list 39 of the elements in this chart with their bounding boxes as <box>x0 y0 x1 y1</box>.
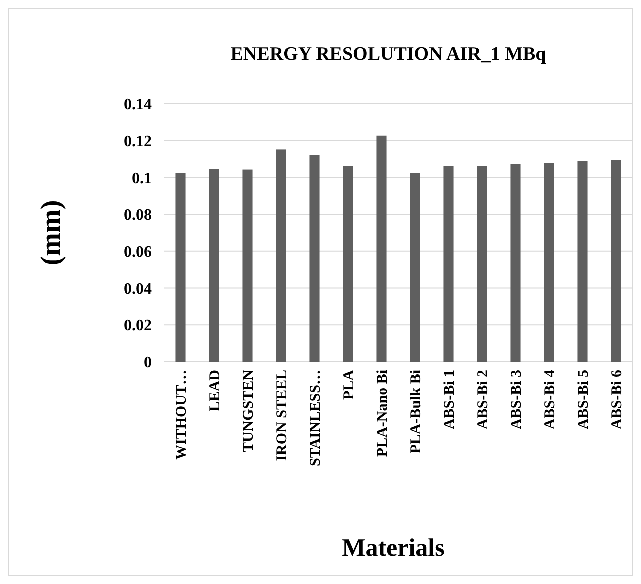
bar <box>444 166 454 362</box>
x-tick-label: ABS-Bi 4 <box>542 370 558 430</box>
x-tick-label: PLA-Bulk Bi <box>408 370 424 454</box>
bar <box>611 160 622 362</box>
bar <box>242 170 253 362</box>
y-tick-label: 0.1 <box>132 170 152 188</box>
bar <box>276 150 286 362</box>
y-tick-label: 0.14 <box>124 96 152 114</box>
bar <box>176 173 186 362</box>
x-tick-label: STAINLESS… <box>308 370 324 466</box>
bar <box>310 155 320 362</box>
y-tick-label: 0.06 <box>124 244 152 262</box>
bar <box>209 169 220 362</box>
bar <box>376 136 387 362</box>
x-tick-label: ABS-Bi 6 <box>609 370 626 430</box>
x-tick-label: LEAD <box>207 370 224 412</box>
x-tick-label: PLA <box>341 370 358 400</box>
x-tick-label: WITHOUT… <box>174 370 190 460</box>
chart-title: ENERGY RESOLUTION AIR_1 MBq <box>230 44 547 65</box>
y-tick-label: 0.08 <box>124 207 152 224</box>
x-tick-label: ABS-Bi 2 <box>475 370 492 430</box>
bar <box>477 166 488 362</box>
x-tick-label: ABS-Bi 1 <box>442 370 458 430</box>
x-tick-label: TUNGSTEN <box>240 370 257 453</box>
y-tick-label: 0.12 <box>124 133 152 150</box>
bar <box>544 163 554 362</box>
bar <box>343 166 354 362</box>
x-tick-label: ABS-Bi 5 <box>576 370 592 430</box>
x-axis-title: Materials <box>342 535 446 562</box>
x-tick-label: ABS-Bi 3 <box>508 370 525 430</box>
y-tick-label: 0.02 <box>124 318 152 335</box>
y-axis-title: (mm) <box>36 200 67 266</box>
bar <box>578 161 588 362</box>
y-tick-label: 0 <box>144 354 152 372</box>
bar <box>410 173 420 362</box>
x-tick-label: IRON STEEL <box>274 370 290 462</box>
y-tick-label: 0.04 <box>124 280 152 298</box>
bar <box>510 164 521 362</box>
x-tick-label: PLA-Nano Bi <box>374 370 391 458</box>
